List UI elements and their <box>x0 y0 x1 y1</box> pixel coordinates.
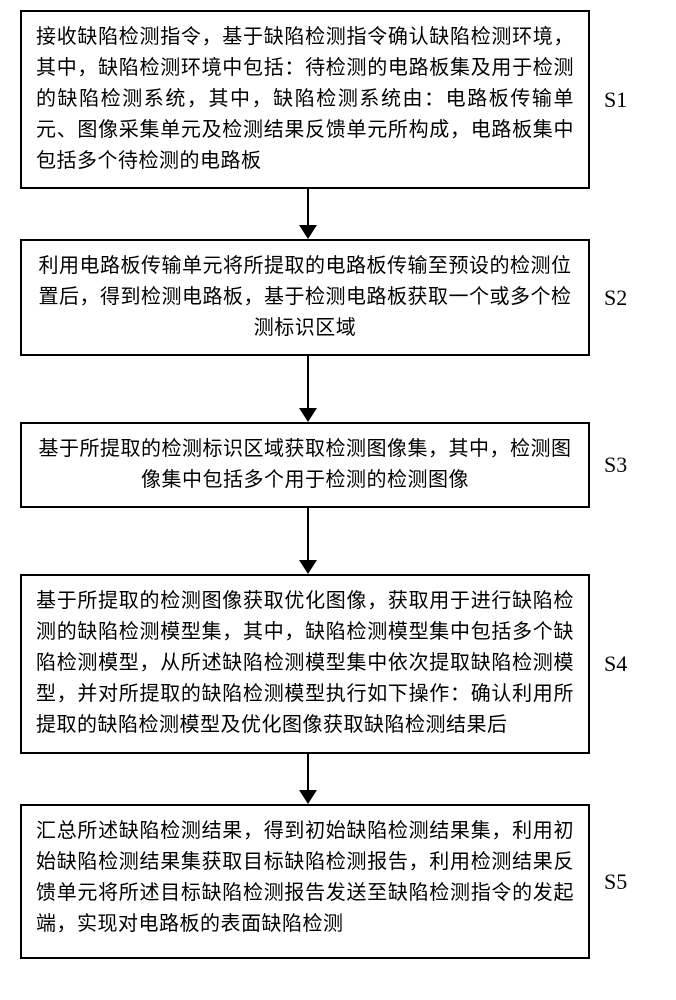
step-label-s4: S4 <box>604 651 627 677</box>
arrow-s4-s5 <box>20 754 656 804</box>
arrow-line-icon <box>307 189 309 225</box>
step-row-s3: 基于所提取的检测标识区域获取检测图像集，其中，检测图像集中包括多个用于检测的检测… <box>20 422 656 508</box>
step-text-s5: 汇总所述缺陷检测结果，得到初始缺陷检测结果集，利用初始缺陷检测结果集获取目标缺陷… <box>36 816 574 940</box>
step-row-s1: 接收缺陷检测指令，基于缺陷检测指令确认缺陷检测环境，其中，缺陷检测环境中包括：待… <box>20 10 656 189</box>
arrow-line-icon <box>307 754 309 790</box>
step-label-s3: S3 <box>604 452 627 478</box>
arrow-head-icon <box>299 225 317 239</box>
flowchart-container: 接收缺陷检测指令，基于缺陷检测指令确认缺陷检测环境，其中，缺陷检测环境中包括：待… <box>20 10 656 959</box>
step-box-s4: 基于所提取的检测图像获取优化图像，获取用于进行缺陷检测的缺陷检测模型集，其中，缺… <box>20 574 590 754</box>
step-row-s5: 汇总所述缺陷检测结果，得到初始缺陷检测结果集，利用初始缺陷检测结果集获取目标缺陷… <box>20 804 656 959</box>
step-text-s4: 基于所提取的检测图像获取优化图像，获取用于进行缺陷检测的缺陷检测模型集，其中，缺… <box>36 586 574 741</box>
arrow-s1-s2 <box>20 189 656 239</box>
step-box-s2: 利用电路板传输单元将所提取的电路板传输至预设的检测位置后，得到检测电路板，基于检… <box>20 239 590 356</box>
step-box-s5: 汇总所述缺陷检测结果，得到初始缺陷检测结果集，利用初始缺陷检测结果集获取目标缺陷… <box>20 804 590 959</box>
arrow-line-icon <box>307 356 309 408</box>
step-text-s3: 基于所提取的检测标识区域获取检测图像集，其中，检测图像集中包括多个用于检测的检测… <box>36 434 574 496</box>
step-text-s1: 接收缺陷检测指令，基于缺陷检测指令确认缺陷检测环境，其中，缺陷检测环境中包括：待… <box>36 22 574 177</box>
step-row-s4: 基于所提取的检测图像获取优化图像，获取用于进行缺陷检测的缺陷检测模型集，其中，缺… <box>20 574 656 754</box>
step-box-s1: 接收缺陷检测指令，基于缺陷检测指令确认缺陷检测环境，其中，缺陷检测环境中包括：待… <box>20 10 590 189</box>
arrow-s2-s3 <box>20 356 656 422</box>
step-box-s3: 基于所提取的检测标识区域获取检测图像集，其中，检测图像集中包括多个用于检测的检测… <box>20 422 590 508</box>
arrow-head-icon <box>299 560 317 574</box>
arrow-line-icon <box>307 508 309 560</box>
step-text-s2: 利用电路板传输单元将所提取的电路板传输至预设的检测位置后，得到检测电路板，基于检… <box>36 251 574 344</box>
step-row-s2: 利用电路板传输单元将所提取的电路板传输至预设的检测位置后，得到检测电路板，基于检… <box>20 239 656 356</box>
step-label-s1: S1 <box>604 87 627 113</box>
step-label-s5: S5 <box>604 869 627 895</box>
arrow-head-icon <box>299 790 317 804</box>
arrow-s3-s4 <box>20 508 656 574</box>
arrow-head-icon <box>299 408 317 422</box>
step-label-s2: S2 <box>604 285 627 311</box>
